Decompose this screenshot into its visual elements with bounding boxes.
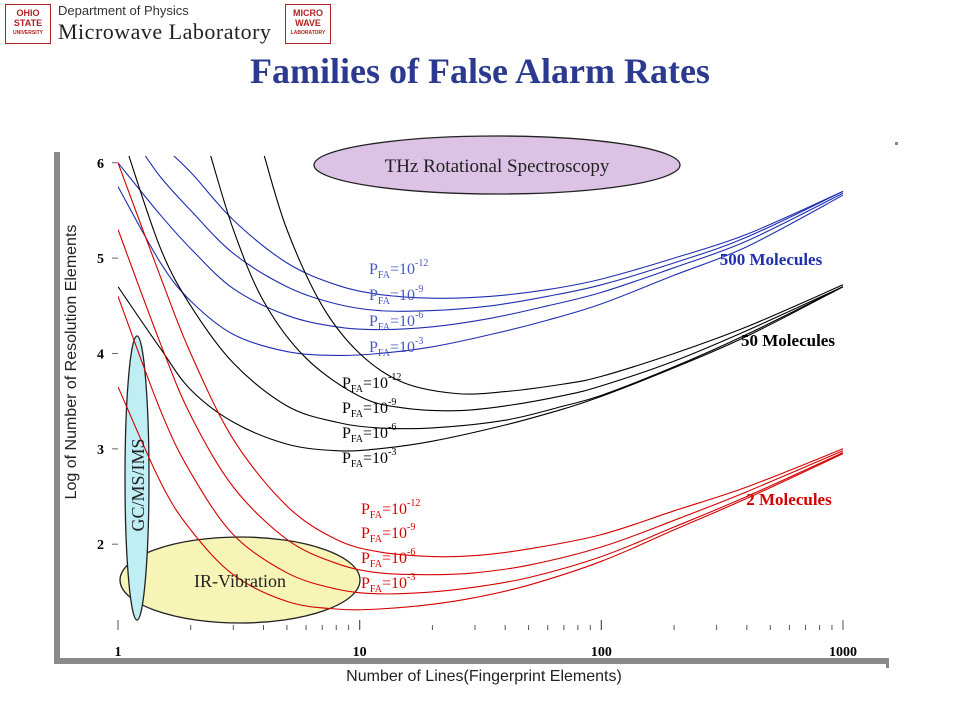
- curve-black-3: [128, 156, 844, 430]
- y-tick-label: 4: [97, 347, 104, 362]
- curve-blue-3: [118, 162, 844, 331]
- page-title: Families of False Alarm Rates: [250, 51, 710, 91]
- group-label-3: 2 Molecules: [746, 490, 832, 509]
- y-tick-label: 6: [97, 157, 104, 172]
- pfa-label: PFA=10-12: [342, 372, 401, 395]
- pfa-label: PFA=10-3: [342, 447, 396, 470]
- microwave-lab-logo: MICRO WAVE LABORATORY: [285, 4, 331, 44]
- pfa-label: PFA=10-9: [369, 284, 423, 307]
- curve-red-4: [118, 386, 844, 611]
- curve-group: [118, 156, 844, 611]
- pfa-label: PFA=10-12: [369, 258, 428, 281]
- ir-region-label: IR-Vibration: [194, 571, 286, 591]
- curve-blue-1: [173, 156, 844, 299]
- curve-blue-2: [144, 156, 844, 312]
- frame-top-mark: [895, 142, 898, 145]
- curve-labels: 500 Molecules 50 Molecules 2 Molecules PFA=…: [342, 250, 835, 595]
- curve-black-4: [118, 286, 844, 452]
- ohio-state-logo: OHIO STATE UNIVERSITY: [5, 4, 51, 44]
- thz-region-label: THz Rotational Spectroscopy: [385, 156, 610, 177]
- pfa-label: PFA=10-6: [361, 547, 415, 570]
- x-tick-label: 1: [115, 645, 122, 660]
- curve-blue-4: [118, 186, 844, 357]
- pfa-label: PFA=10-9: [342, 397, 396, 420]
- group-label-1: 500 Molecules: [720, 250, 823, 269]
- y-tick-label: 5: [97, 252, 104, 267]
- department-name: Department of Physics: [58, 3, 189, 18]
- pfa-label: PFA=10-6: [342, 422, 396, 445]
- curve-red-1: [118, 162, 844, 558]
- curve-black-1: [263, 156, 844, 395]
- gcms-region-label: GC/MS/IMS: [128, 438, 148, 531]
- pfa-label: PFA=10-3: [361, 572, 415, 595]
- curve-black-2: [210, 156, 844, 412]
- curve-red-2: [118, 229, 844, 576]
- axes: 2 3 4 5 6 1 10 100 1000: [97, 157, 857, 660]
- header: OHIO STATE UNIVERSITY Department of Phys…: [0, 0, 960, 50]
- y-tick-label: 3: [97, 443, 104, 458]
- frame-corner-mark: [886, 658, 889, 668]
- pfa-label: PFA=10-9: [361, 522, 415, 545]
- group-label-2: 50 Molecules: [741, 331, 835, 350]
- y-tick-label: 2: [97, 538, 104, 553]
- laboratory-name: Microwave Laboratory: [58, 19, 272, 44]
- curve-red-3: [118, 296, 844, 595]
- x-axis-label: Number of Lines(Fingerprint Elements): [346, 668, 622, 685]
- thz-region-ellipse: [313, 135, 681, 195]
- y-axis-label: Log of Number of Resolution Elements: [63, 225, 80, 500]
- frame-left-shadow: [54, 152, 60, 664]
- region-ellipses-front: THz Rotational Spectroscopy IR-Vibration G…: [128, 156, 610, 591]
- gcms-region-ellipse: [124, 335, 150, 621]
- x-tick-label: 100: [591, 645, 612, 660]
- x-tick-label: 10: [353, 645, 367, 660]
- x-tick-label: 1000: [829, 645, 857, 660]
- pfa-label: PFA=10-3: [369, 336, 423, 359]
- pfa-label: PFA=10-6: [369, 310, 423, 333]
- pfa-label: PFA=10-12: [361, 498, 420, 521]
- frame-bottom-shadow: [54, 658, 888, 664]
